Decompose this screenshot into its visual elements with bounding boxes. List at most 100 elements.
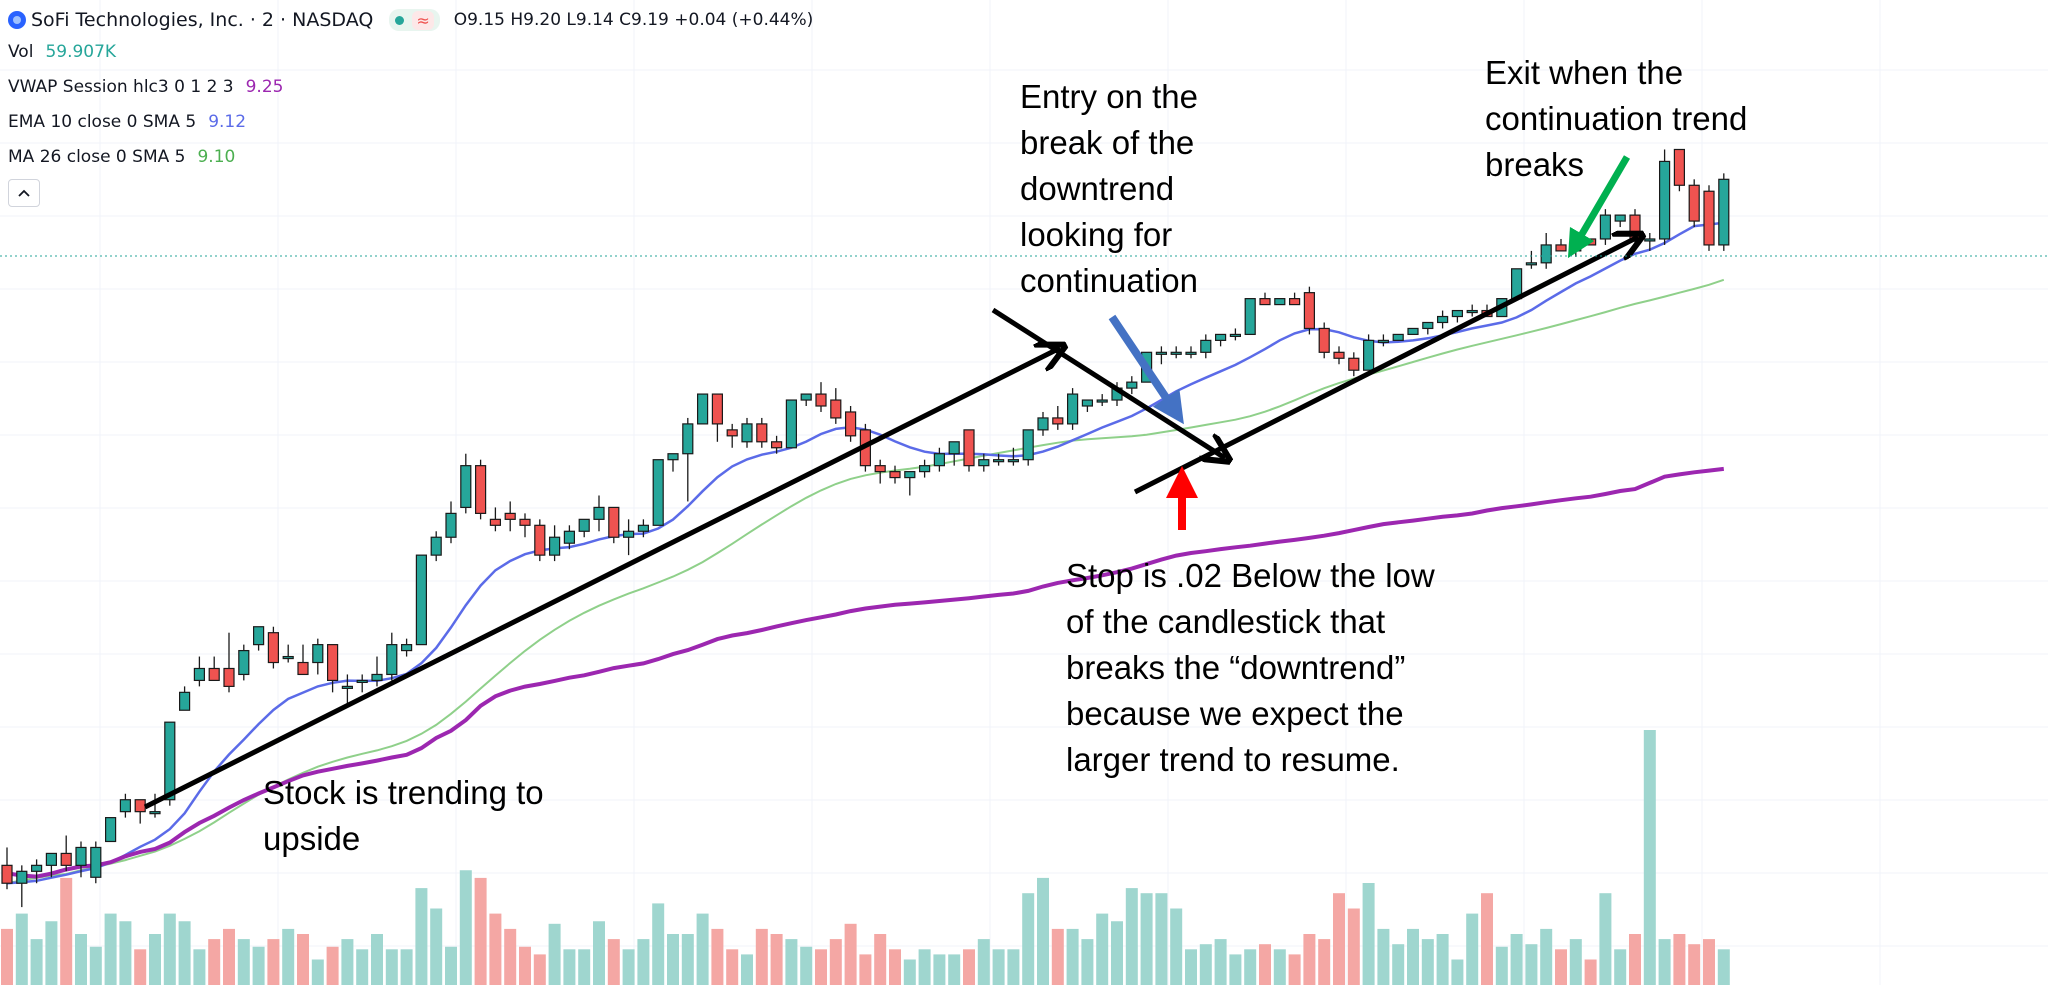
market-open-dot-icon xyxy=(395,15,405,25)
indicator-value: 59.907K xyxy=(45,41,117,62)
volume-bar xyxy=(1125,888,1138,985)
indicator-ema[interactable]: EMA 10 close 0 SMA 5 9.12 xyxy=(8,104,813,139)
volume-bar xyxy=(1466,913,1479,985)
candle xyxy=(1392,333,1404,341)
candle xyxy=(460,453,472,514)
candle-body xyxy=(1540,244,1552,264)
candle-body xyxy=(1658,160,1671,240)
indicator-vwap[interactable]: VWAP Session hlc3 0 1 2 3 9.25 xyxy=(8,69,813,104)
candle xyxy=(785,399,798,449)
volume-bar xyxy=(1066,928,1079,985)
candle-body xyxy=(164,721,176,801)
candle-body xyxy=(667,453,679,461)
volume-bar xyxy=(1199,944,1212,985)
candle xyxy=(1214,333,1227,347)
candle-body xyxy=(726,429,738,437)
candle-body xyxy=(282,655,294,660)
candle xyxy=(519,513,531,538)
volume-bar xyxy=(1051,928,1064,985)
volume-bar xyxy=(1673,934,1686,985)
indicator-ma[interactable]: MA 26 close 0 SMA 5 9.10 xyxy=(8,139,813,174)
volume-bar xyxy=(252,946,265,985)
candle-body xyxy=(445,512,457,538)
volume-bar xyxy=(1185,949,1197,985)
symbol-title[interactable]: SoFi Technologies, Inc. · 2 · NASDAQ xyxy=(31,9,374,31)
candle-body xyxy=(874,465,886,473)
volume-bar xyxy=(948,954,961,985)
volume-bar xyxy=(1362,883,1375,985)
candle xyxy=(1407,327,1419,336)
volume-bar xyxy=(1421,939,1434,985)
candle-body xyxy=(933,453,946,467)
candle-body xyxy=(785,399,798,449)
candle-body xyxy=(1466,309,1478,314)
candle-body xyxy=(830,399,842,419)
volume-bar xyxy=(1555,949,1567,985)
candle-body xyxy=(1422,321,1434,330)
volume-bar xyxy=(119,921,132,985)
candle-body xyxy=(741,423,753,443)
volume-bar xyxy=(1451,959,1464,985)
candle xyxy=(682,417,694,502)
candle xyxy=(1185,346,1197,359)
candle xyxy=(1555,238,1567,252)
candle xyxy=(1155,346,1168,365)
volume-bar xyxy=(548,923,561,985)
candle xyxy=(1673,148,1686,192)
volume-bar xyxy=(622,949,635,985)
candle xyxy=(149,793,161,818)
candle-body xyxy=(696,393,709,425)
volume-bar xyxy=(1140,893,1153,985)
annotation-trend: Stock is trending to upside xyxy=(263,774,544,857)
candle-body xyxy=(1037,417,1049,431)
candle xyxy=(1200,334,1212,359)
volume-bar xyxy=(593,921,605,985)
volume-bar xyxy=(1229,954,1242,985)
volume-bar xyxy=(1273,949,1286,985)
candle xyxy=(1718,173,1730,251)
candle xyxy=(1052,406,1064,430)
candle xyxy=(548,525,561,562)
candle xyxy=(963,429,975,472)
candle-body xyxy=(119,799,132,813)
candle xyxy=(415,554,427,646)
volume-bar xyxy=(445,946,457,985)
indicator-value: 9.10 xyxy=(197,146,236,167)
collapse-legend-button[interactable] xyxy=(8,179,40,207)
candle-body xyxy=(238,649,250,676)
candle-body xyxy=(1214,333,1227,341)
candle-body xyxy=(756,423,768,443)
candle xyxy=(563,525,576,550)
candle-body xyxy=(1688,184,1700,222)
candle xyxy=(445,501,457,544)
candle-body xyxy=(504,512,516,520)
candle-body xyxy=(430,536,442,556)
candle xyxy=(504,501,516,532)
candle-body xyxy=(1436,315,1449,324)
ohlc-values: O9.15 H9.20 L9.14 C9.19 +0.04 (+0.44%) xyxy=(453,10,814,30)
indicator-name: MA 26 close 0 SMA 5 xyxy=(8,146,186,167)
candle-body xyxy=(578,518,590,532)
volume-bar xyxy=(844,923,857,985)
symbol-header: SoFi Technologies, Inc. · 2 · NASDAQ ≈ O… xyxy=(8,6,813,34)
candle xyxy=(312,638,324,675)
volume-bar xyxy=(933,954,946,985)
market-status-badge[interactable]: ≈ xyxy=(389,9,440,31)
candle xyxy=(356,674,368,693)
annotation-exit: Exit when the continuation trend breaks xyxy=(1485,54,1748,183)
candle xyxy=(1022,429,1034,466)
volume-bar xyxy=(178,921,191,985)
volume-bar xyxy=(1155,893,1168,985)
candle xyxy=(1614,214,1626,228)
candle xyxy=(608,506,620,544)
candle-body xyxy=(1288,298,1301,306)
candles xyxy=(1,148,1730,908)
indicator-volume[interactable]: Vol 59.907K xyxy=(8,34,813,69)
volume-bar xyxy=(60,877,73,985)
volume-bar xyxy=(977,939,990,985)
volume-bar xyxy=(223,928,235,985)
candle-body xyxy=(1451,309,1464,318)
indicator-value: 9.25 xyxy=(245,76,284,97)
candle xyxy=(1037,411,1049,436)
